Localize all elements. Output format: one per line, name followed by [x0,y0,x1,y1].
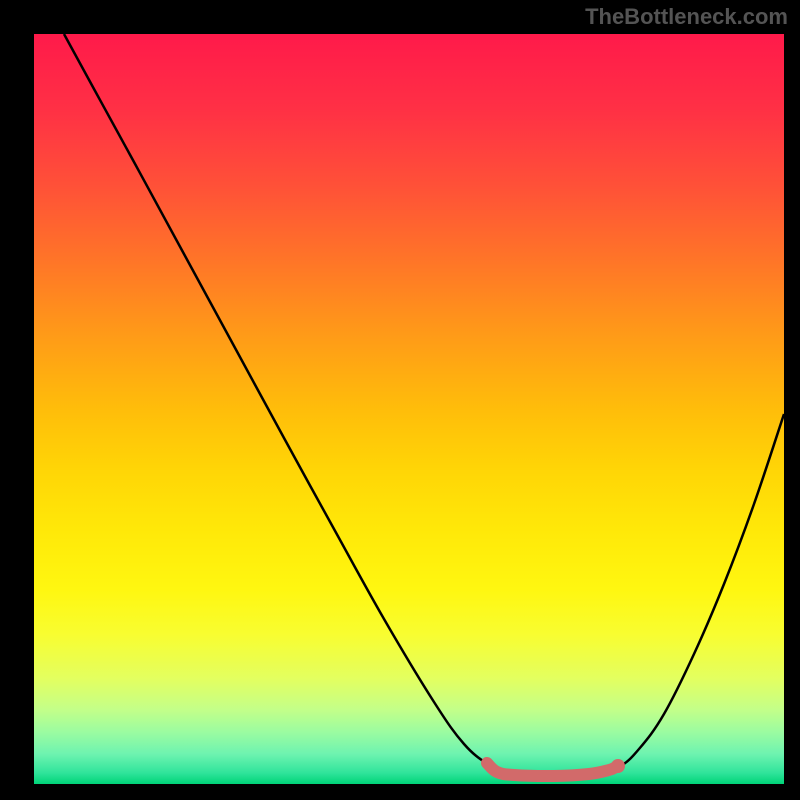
gradient-background [34,34,784,784]
watermark-text: TheBottleneck.com [585,4,788,30]
plot-area [34,34,784,784]
chart-canvas: TheBottleneck.com [0,0,800,800]
chart-svg [34,34,784,784]
optimal-point-dot [611,759,625,773]
